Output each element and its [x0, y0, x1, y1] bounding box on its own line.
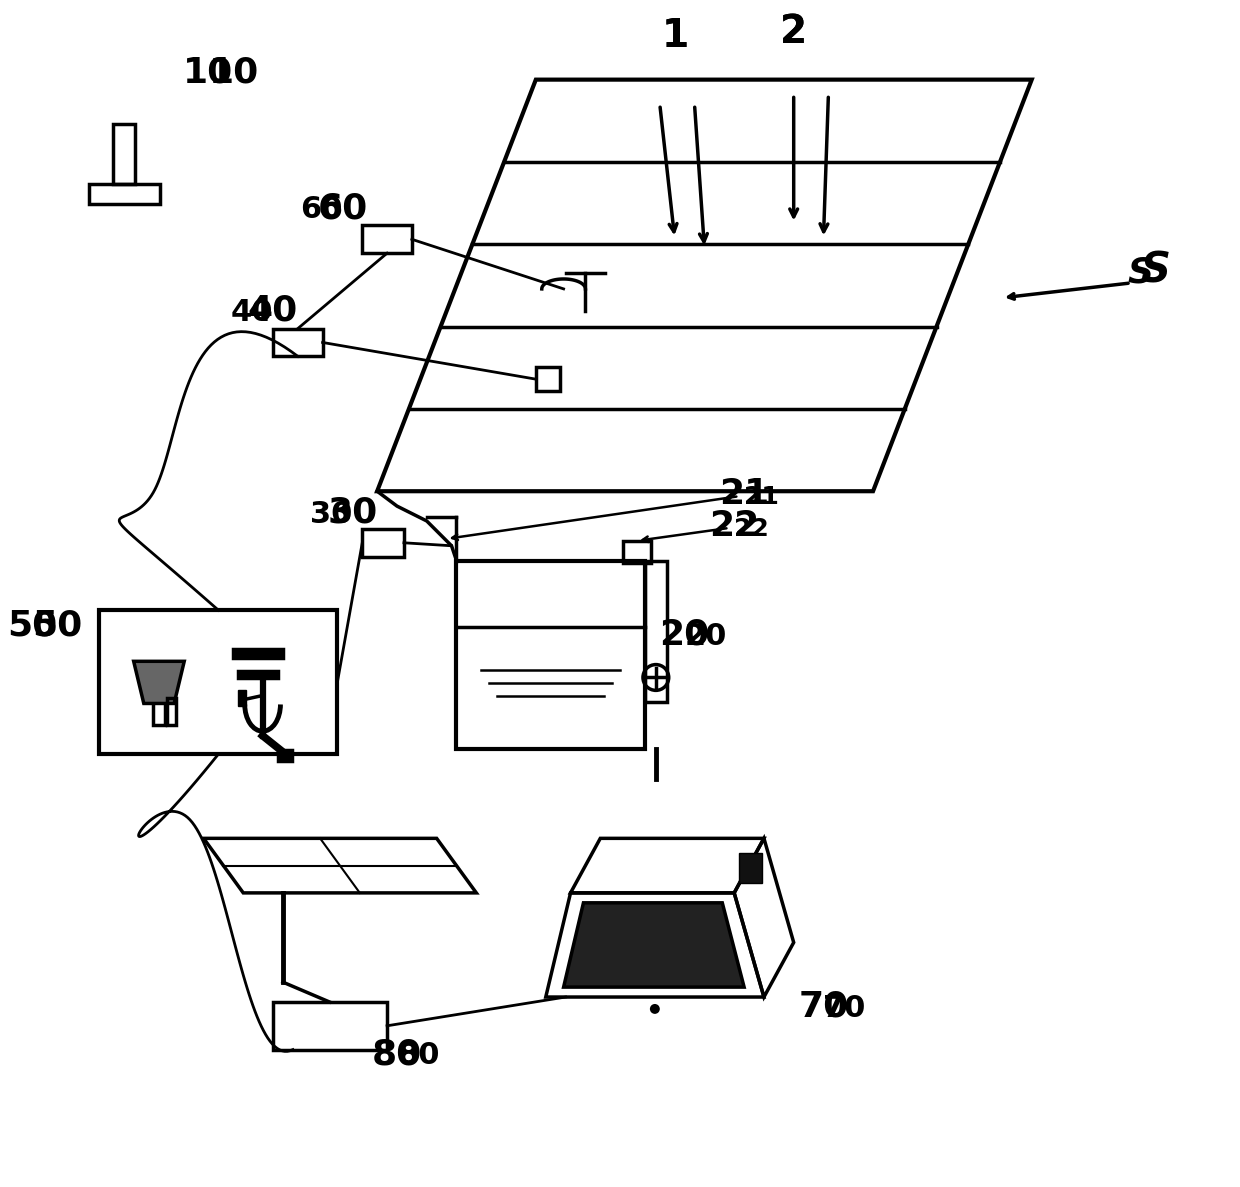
Text: 50: 50 [7, 608, 58, 642]
Bar [238, 690, 246, 706]
Text: 40: 40 [231, 298, 273, 326]
Text: 1: 1 [661, 17, 688, 55]
Text: 80: 80 [372, 1037, 422, 1072]
Text: 80: 80 [397, 1041, 439, 1071]
Text: 10: 10 [208, 56, 259, 89]
Text: 70: 70 [823, 994, 866, 1023]
Bar [273, 329, 322, 356]
Text: 10: 10 [184, 56, 233, 89]
Text: S: S [1141, 250, 1171, 292]
Text: 1: 1 [661, 17, 688, 55]
Circle shape [650, 1004, 660, 1014]
Bar [362, 226, 412, 253]
Text: 21: 21 [744, 485, 779, 509]
Bar [238, 671, 278, 678]
Bar [362, 529, 404, 557]
Bar [167, 698, 176, 724]
Text: 60: 60 [300, 196, 342, 224]
Text: 30: 30 [310, 500, 352, 529]
Text: 22: 22 [709, 509, 759, 542]
Bar [113, 125, 135, 184]
Bar [273, 1002, 387, 1049]
Bar [645, 560, 667, 702]
Text: 40: 40 [248, 293, 298, 328]
Bar [278, 750, 293, 761]
Bar [153, 702, 165, 724]
Bar [624, 541, 651, 563]
Bar [233, 649, 283, 658]
Bar [456, 560, 645, 749]
Text: 20: 20 [684, 622, 727, 650]
Polygon shape [134, 661, 185, 704]
Text: 50: 50 [32, 608, 83, 642]
Text: 70: 70 [799, 990, 848, 1024]
Bar [88, 184, 160, 204]
Text: 60: 60 [317, 191, 367, 226]
Bar [536, 367, 559, 391]
Polygon shape [739, 853, 761, 883]
Text: 2: 2 [780, 13, 807, 51]
Polygon shape [564, 903, 744, 988]
Bar [99, 610, 337, 754]
Text: 30: 30 [327, 496, 377, 529]
Text: 22: 22 [734, 516, 769, 541]
Text: 20: 20 [660, 618, 709, 652]
Text: 2: 2 [780, 13, 807, 51]
Text: 21: 21 [719, 477, 769, 512]
Text: S: S [1128, 256, 1154, 290]
